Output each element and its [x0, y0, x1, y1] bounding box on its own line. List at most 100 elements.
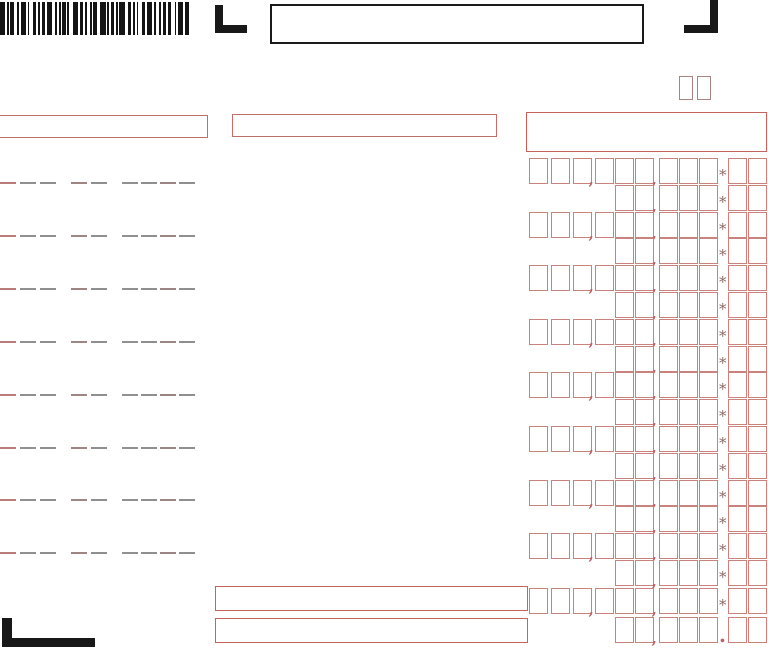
amount-digit-box[interactable]	[748, 479, 767, 506]
writein-dash-field[interactable]	[40, 393, 56, 396]
writein-dash-field[interactable]	[71, 182, 87, 184]
writein-dash-field[interactable]	[0, 340, 16, 343]
writein-dash-field[interactable]	[160, 446, 176, 449]
amount-digit-box[interactable]	[551, 533, 570, 560]
amount-digit-box[interactable]	[529, 479, 548, 506]
amount-digit-box[interactable]	[573, 158, 592, 184]
amount-digit-box[interactable]	[748, 506, 767, 533]
amount-digit-box[interactable]	[551, 426, 570, 452]
writein-dash-field[interactable]	[141, 552, 157, 555]
writein-dash-field[interactable]	[40, 182, 56, 184]
writein-dash-field[interactable]	[141, 234, 157, 237]
amount-digit-box[interactable]	[595, 479, 614, 506]
writein-dash-field[interactable]	[0, 182, 16, 184]
amount-digit-box[interactable]	[679, 372, 698, 399]
amount-digit-box[interactable]	[635, 533, 654, 560]
amount-digit-box[interactable]	[748, 588, 767, 614]
amount-digit-box[interactable]	[635, 184, 654, 211]
amount-digit-box[interactable]	[699, 617, 718, 643]
writein-dash-field[interactable]	[0, 393, 16, 396]
amount-digit-box[interactable]	[615, 560, 634, 586]
amount-digit-box[interactable]	[615, 426, 634, 452]
writein-dash-field[interactable]	[71, 234, 87, 237]
amount-digit-box[interactable]	[529, 588, 548, 614]
writein-dash-field[interactable]	[160, 552, 176, 555]
amount-digit-box[interactable]	[748, 265, 767, 292]
amount-digit-box[interactable]	[595, 265, 614, 292]
writein-dash-field[interactable]	[122, 393, 138, 396]
writein-dash-field[interactable]	[141, 182, 157, 184]
amount-digit-box[interactable]	[595, 158, 614, 184]
amount-digit-box[interactable]	[748, 426, 767, 452]
writein-dash-field[interactable]	[20, 393, 36, 396]
writein-dash-field[interactable]	[122, 552, 138, 555]
amount-digit-box[interactable]	[551, 479, 570, 506]
writein-dash-field[interactable]	[0, 499, 16, 502]
amount-digit-box[interactable]	[679, 211, 698, 238]
writein-dash-field[interactable]	[20, 499, 36, 502]
amount-digit-box[interactable]	[595, 372, 614, 399]
amount-digit-box[interactable]	[551, 211, 570, 238]
writein-dash-field[interactable]	[20, 287, 36, 290]
amount-digit-box[interactable]	[728, 479, 747, 506]
amount-digit-box[interactable]	[699, 318, 718, 345]
writein-dash-field[interactable]	[20, 340, 36, 343]
writein-dash-field[interactable]	[179, 340, 195, 343]
amount-digit-box[interactable]	[728, 158, 747, 184]
amount-digit-box[interactable]	[699, 372, 718, 399]
amount-digit-box[interactable]	[615, 265, 634, 292]
amount-digit-box[interactable]	[728, 506, 747, 533]
amount-digit-box[interactable]	[529, 426, 548, 452]
writein-dash-field[interactable]	[0, 446, 16, 449]
amount-digit-box[interactable]	[659, 399, 678, 426]
amount-digit-box[interactable]	[551, 265, 570, 292]
amount-digit-box[interactable]	[659, 265, 678, 292]
writein-dash-field[interactable]	[0, 234, 16, 237]
amount-digit-box[interactable]	[679, 265, 698, 292]
amount-digit-box[interactable]	[659, 318, 678, 345]
amount-digit-box[interactable]	[748, 184, 767, 211]
amount-digit-box[interactable]	[679, 588, 698, 614]
amount-digit-box[interactable]	[659, 292, 678, 318]
writein-dash-field[interactable]	[0, 287, 16, 290]
amount-digit-box[interactable]	[699, 533, 718, 560]
amount-digit-box[interactable]	[573, 479, 592, 506]
amount-digit-box[interactable]	[615, 479, 634, 506]
amount-digit-box[interactable]	[635, 506, 654, 533]
amount-digit-box[interactable]	[699, 158, 718, 184]
writein-dash-field[interactable]	[71, 499, 87, 502]
amount-digit-box[interactable]	[659, 345, 678, 372]
amount-digit-box[interactable]	[615, 158, 634, 184]
writein-dash-field[interactable]	[20, 234, 36, 237]
amount-digit-box[interactable]	[659, 452, 678, 479]
writein-dash-field[interactable]	[122, 446, 138, 449]
writein-dash-field[interactable]	[141, 287, 157, 290]
writein-dash-field[interactable]	[122, 340, 138, 343]
writein-dash-field[interactable]	[91, 340, 107, 343]
amount-digit-box[interactable]	[728, 292, 747, 318]
writein-dash-field[interactable]	[40, 552, 56, 555]
amount-digit-box[interactable]	[748, 238, 767, 265]
amount-digit-box[interactable]	[748, 399, 767, 426]
amount-digit-box[interactable]	[615, 452, 634, 479]
amount-digit-box[interactable]	[679, 292, 698, 318]
amount-digit-box[interactable]	[573, 372, 592, 399]
amount-digit-box[interactable]	[748, 292, 767, 318]
writein-dash-field[interactable]	[71, 340, 87, 343]
amount-digit-box[interactable]	[529, 211, 548, 238]
amount-digit-box[interactable]	[679, 533, 698, 560]
writein-dash-field[interactable]	[71, 393, 87, 396]
amount-digit-box[interactable]	[679, 318, 698, 345]
amount-digit-box[interactable]	[659, 479, 678, 506]
amount-digit-box[interactable]	[615, 318, 634, 345]
amount-digit-box[interactable]	[699, 345, 718, 372]
amount-digit-box[interactable]	[679, 560, 698, 586]
amount-digit-box[interactable]	[748, 617, 767, 643]
wide-entry-field-1[interactable]	[215, 586, 528, 611]
amount-digit-box[interactable]	[635, 372, 654, 399]
amount-digit-box[interactable]	[679, 345, 698, 372]
amount-digit-box[interactable]	[635, 265, 654, 292]
amount-header-field[interactable]	[526, 112, 767, 152]
amount-digit-box[interactable]	[728, 184, 747, 211]
amount-digit-box[interactable]	[615, 345, 634, 372]
